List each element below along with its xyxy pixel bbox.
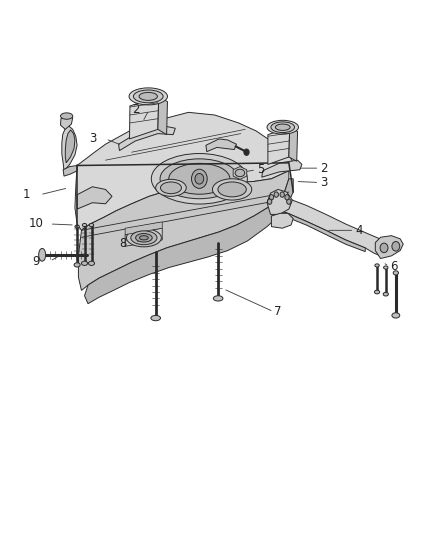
Ellipse shape	[384, 266, 388, 269]
Polygon shape	[206, 139, 237, 152]
Ellipse shape	[160, 159, 239, 199]
Ellipse shape	[271, 122, 294, 133]
Circle shape	[392, 241, 400, 251]
Ellipse shape	[392, 313, 400, 318]
Polygon shape	[262, 160, 302, 177]
Circle shape	[244, 149, 249, 156]
Ellipse shape	[88, 261, 95, 265]
Polygon shape	[375, 236, 403, 259]
Ellipse shape	[276, 124, 290, 131]
Polygon shape	[119, 126, 175, 151]
Ellipse shape	[136, 233, 152, 242]
Ellipse shape	[75, 225, 79, 228]
Ellipse shape	[140, 236, 148, 240]
Circle shape	[195, 173, 204, 184]
Polygon shape	[278, 198, 389, 256]
Ellipse shape	[139, 92, 157, 100]
Ellipse shape	[374, 290, 380, 294]
Ellipse shape	[155, 179, 186, 196]
Ellipse shape	[267, 120, 298, 134]
Ellipse shape	[127, 229, 161, 247]
Polygon shape	[63, 165, 77, 176]
Polygon shape	[60, 116, 73, 130]
Ellipse shape	[383, 292, 389, 296]
Text: 3: 3	[320, 176, 328, 189]
Polygon shape	[62, 126, 77, 171]
Text: 9: 9	[33, 255, 40, 268]
Polygon shape	[85, 179, 293, 304]
Ellipse shape	[134, 90, 163, 103]
Polygon shape	[267, 189, 292, 214]
Polygon shape	[75, 112, 293, 230]
Polygon shape	[130, 96, 159, 139]
Polygon shape	[125, 222, 162, 235]
Ellipse shape	[82, 223, 87, 227]
Ellipse shape	[151, 154, 247, 204]
Text: 6: 6	[390, 260, 397, 273]
Ellipse shape	[235, 169, 245, 176]
Ellipse shape	[129, 88, 167, 105]
Ellipse shape	[160, 182, 181, 193]
Ellipse shape	[74, 263, 80, 267]
Text: 7: 7	[274, 305, 282, 318]
Ellipse shape	[151, 316, 160, 321]
Polygon shape	[279, 211, 365, 252]
Ellipse shape	[169, 164, 230, 194]
Ellipse shape	[393, 271, 399, 275]
Polygon shape	[77, 187, 112, 209]
Ellipse shape	[213, 296, 223, 301]
Polygon shape	[233, 166, 247, 179]
Circle shape	[191, 169, 207, 188]
Ellipse shape	[218, 182, 246, 197]
Ellipse shape	[60, 113, 73, 119]
Ellipse shape	[39, 248, 46, 261]
Circle shape	[280, 192, 284, 197]
Polygon shape	[289, 127, 297, 161]
Circle shape	[285, 195, 289, 200]
Polygon shape	[272, 213, 293, 228]
Polygon shape	[125, 228, 162, 246]
Text: 8: 8	[119, 237, 127, 250]
Ellipse shape	[131, 231, 157, 245]
Text: 4: 4	[355, 224, 363, 237]
Text: 2: 2	[132, 103, 140, 116]
Circle shape	[380, 243, 388, 253]
Ellipse shape	[375, 264, 379, 267]
Polygon shape	[65, 130, 75, 163]
Circle shape	[269, 195, 274, 200]
Circle shape	[274, 192, 279, 197]
Text: 5: 5	[257, 163, 264, 176]
Ellipse shape	[81, 261, 88, 265]
Text: 10: 10	[29, 217, 44, 230]
Polygon shape	[268, 127, 290, 165]
Circle shape	[268, 199, 272, 204]
Polygon shape	[158, 96, 167, 135]
Circle shape	[287, 199, 291, 204]
Polygon shape	[78, 171, 289, 290]
Ellipse shape	[212, 179, 252, 200]
Text: 3: 3	[89, 132, 96, 146]
Text: 1: 1	[23, 188, 31, 201]
Ellipse shape	[89, 223, 94, 227]
Text: 2: 2	[320, 161, 328, 175]
